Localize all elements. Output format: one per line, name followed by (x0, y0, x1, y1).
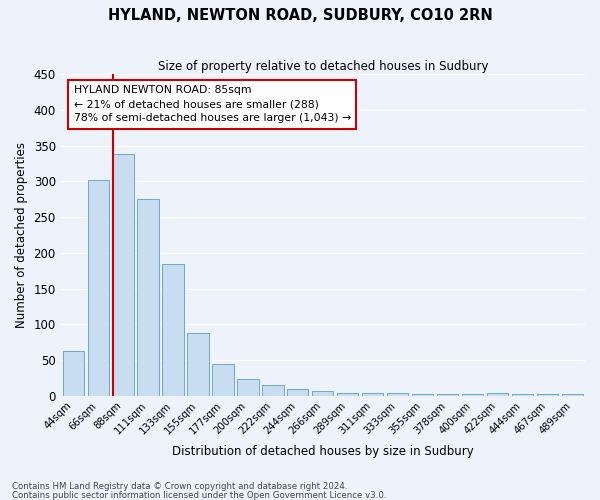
Text: HYLAND, NEWTON ROAD, SUDBURY, CO10 2RN: HYLAND, NEWTON ROAD, SUDBURY, CO10 2RN (107, 8, 493, 22)
Bar (487, 393, 508, 396)
Bar (287, 388, 308, 396)
Bar (462, 394, 483, 396)
Bar (337, 393, 358, 396)
Bar (212, 364, 233, 396)
Bar (562, 394, 583, 396)
Bar (312, 392, 334, 396)
Bar (387, 393, 409, 396)
Bar (362, 393, 383, 396)
Bar (137, 199, 158, 396)
Bar (437, 394, 458, 396)
Title: Size of property relative to detached houses in Sudbury: Size of property relative to detached ho… (158, 60, 488, 73)
Bar (238, 378, 259, 396)
Text: Contains HM Land Registry data © Crown copyright and database right 2024.: Contains HM Land Registry data © Crown c… (12, 482, 347, 491)
Text: Contains public sector information licensed under the Open Government Licence v3: Contains public sector information licen… (12, 490, 386, 500)
Bar (163, 264, 184, 396)
Y-axis label: Number of detached properties: Number of detached properties (15, 142, 28, 328)
Bar (512, 394, 533, 396)
X-axis label: Distribution of detached houses by size in Sudbury: Distribution of detached houses by size … (172, 444, 474, 458)
Bar (187, 333, 209, 396)
Bar (412, 394, 433, 396)
Bar (88, 180, 109, 396)
Bar (112, 154, 134, 396)
Bar (537, 394, 558, 396)
Bar (62, 352, 84, 396)
Bar (262, 385, 284, 396)
Text: HYLAND NEWTON ROAD: 85sqm
← 21% of detached houses are smaller (288)
78% of semi: HYLAND NEWTON ROAD: 85sqm ← 21% of detac… (74, 86, 351, 124)
